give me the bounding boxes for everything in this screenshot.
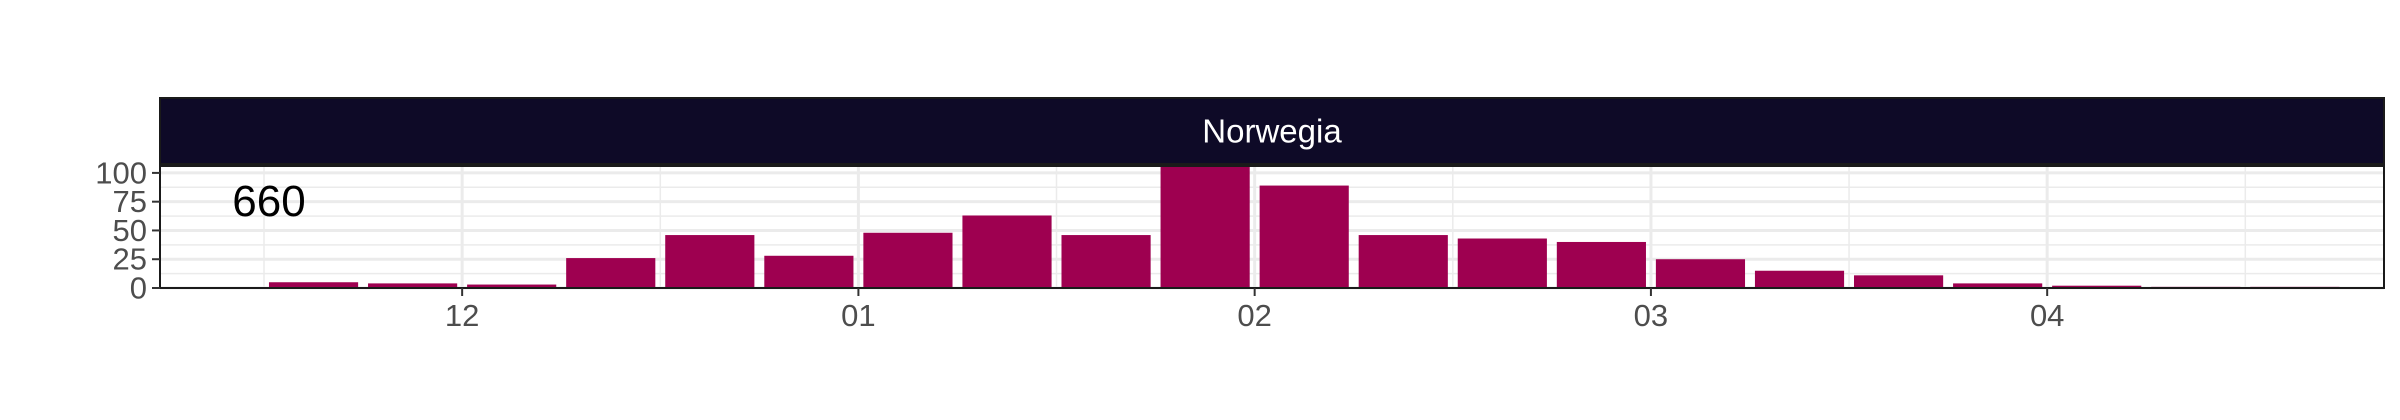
bar bbox=[962, 215, 1052, 288]
bar bbox=[1854, 275, 1944, 288]
bar bbox=[1061, 235, 1151, 288]
y-tick-label: 50 bbox=[113, 213, 147, 248]
bar bbox=[1953, 283, 2043, 288]
facet-label: Norwegia bbox=[1202, 113, 1342, 150]
y-tick-label: 25 bbox=[113, 242, 147, 277]
bar bbox=[368, 283, 458, 288]
facet-strip: Norwegia bbox=[159, 97, 2385, 165]
bar bbox=[467, 284, 557, 288]
bar bbox=[1160, 166, 1250, 288]
x-tick-label: 04 bbox=[2030, 298, 2064, 333]
bar bbox=[268, 282, 359, 288]
y-tick-label: 75 bbox=[113, 184, 147, 219]
panel-border bbox=[159, 165, 2385, 289]
bar bbox=[1655, 259, 1746, 288]
bar bbox=[1259, 185, 1349, 288]
x-tick-label: 02 bbox=[1237, 298, 1271, 333]
y-tick-label: 0 bbox=[130, 271, 147, 306]
bar bbox=[1754, 270, 1845, 288]
y-tick-label: 100 bbox=[95, 155, 147, 190]
bar bbox=[1358, 235, 1448, 288]
bar bbox=[2052, 285, 2142, 288]
x-tick-label: 03 bbox=[1634, 298, 1668, 333]
facet-strip-background bbox=[159, 97, 2385, 165]
bar bbox=[665, 235, 755, 288]
x-tick-label: 12 bbox=[445, 298, 479, 333]
bar bbox=[764, 255, 854, 288]
bars-layer bbox=[268, 166, 2340, 288]
bar bbox=[1556, 241, 1646, 288]
bar bbox=[863, 232, 953, 288]
x-tick-label: 01 bbox=[841, 298, 875, 333]
total-annotation: 660 bbox=[232, 177, 305, 226]
bar bbox=[1457, 238, 1547, 288]
bar bbox=[566, 258, 656, 288]
